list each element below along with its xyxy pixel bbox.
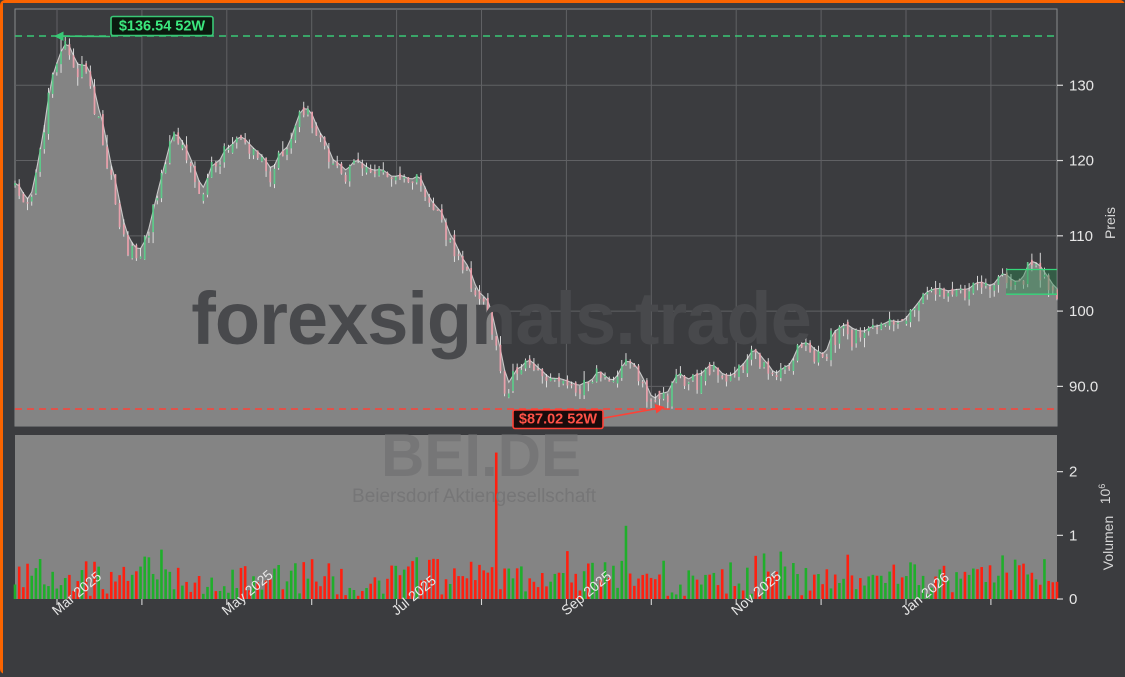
svg-text:$136.54 52W: $136.54 52W [119, 19, 206, 35]
svg-text:1: 1 [1069, 527, 1077, 544]
svg-text:Beiersdorf Aktiengesellschaft: Beiersdorf Aktiengesellschaft [352, 486, 597, 507]
svg-text:BEI.DE: BEI.DE [381, 422, 581, 489]
svg-text:130: 130 [1069, 77, 1094, 94]
svg-text:$87.02 52W: $87.02 52W [519, 412, 598, 428]
svg-text:Volumen: Volumen [1100, 516, 1116, 570]
svg-text:90.0: 90.0 [1069, 378, 1098, 395]
svg-text:Preis: Preis [1102, 207, 1118, 239]
svg-text:2: 2 [1069, 464, 1077, 481]
svg-text:0: 0 [1069, 591, 1077, 608]
svg-text:100: 100 [1069, 303, 1094, 320]
svg-text:120: 120 [1069, 153, 1094, 170]
svg-text:forexsignals.trade: forexsignals.trade [191, 277, 810, 360]
svg-text:110: 110 [1069, 228, 1093, 245]
